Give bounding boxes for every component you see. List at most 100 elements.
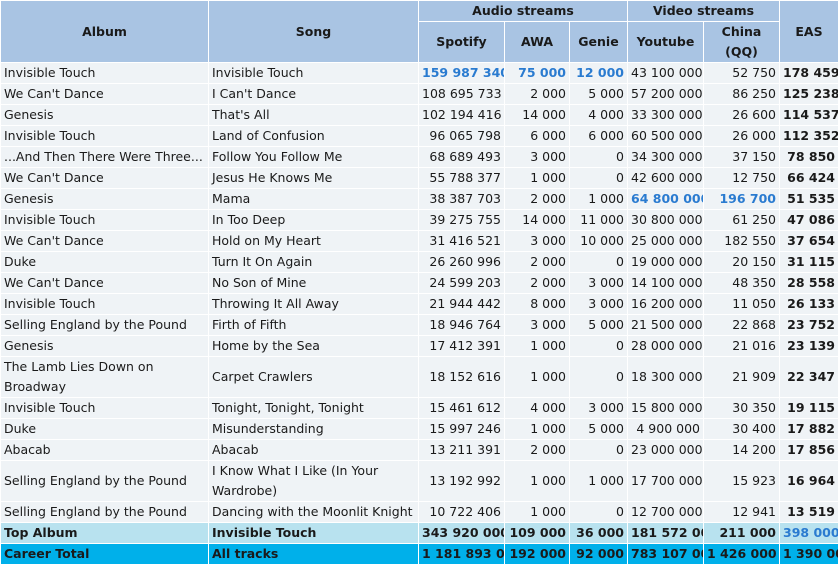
career-total-genie: 92 000 xyxy=(570,544,628,565)
genie-cell: 0 xyxy=(570,147,628,168)
awa-cell: 1 000 xyxy=(505,357,570,398)
spotify-header: Spotify xyxy=(419,22,505,63)
youtube-cell: 28 000 000 xyxy=(628,336,704,357)
spotify-cell: 15 997 246 xyxy=(419,419,505,440)
audio-streams-header: Audio streams xyxy=(419,1,628,22)
spotify-cell: 18 152 616 xyxy=(419,357,505,398)
album-cell: Genesis xyxy=(1,336,209,357)
song-cell: Turn It On Again xyxy=(209,252,419,273)
spotify-cell: 15 461 612 xyxy=(419,398,505,419)
china-cell: 14 200 xyxy=(704,440,780,461)
china-cell: 21 016 xyxy=(704,336,780,357)
spotify-cell: 55 788 377 xyxy=(419,168,505,189)
table-row: We Can't Dance I Can't Dance 108 695 733… xyxy=(1,84,838,105)
career-total-youtube: 783 107 000 xyxy=(628,544,704,565)
album-cell: We Can't Dance xyxy=(1,168,209,189)
awa-cell: 8 000 xyxy=(505,294,570,315)
youtube-cell: 19 000 000 xyxy=(628,252,704,273)
song-cell: Dancing with the Moonlit Knight xyxy=(209,502,419,523)
song-header: Song xyxy=(209,1,419,63)
table-row: Selling England by the Pound Firth of Fi… xyxy=(1,315,838,336)
song-cell: Jesus He Knows Me xyxy=(209,168,419,189)
career-total-spotify: 1 181 893 000 xyxy=(419,544,505,565)
table-row: Selling England by the Pound Dancing wit… xyxy=(1,502,838,523)
table-row: Selling England by the Pound I Know What… xyxy=(1,461,838,502)
eas-cell: 17 856 xyxy=(780,440,838,461)
youtube-cell: 60 500 000 xyxy=(628,126,704,147)
spotify-cell: 102 194 416 xyxy=(419,105,505,126)
spotify-cell: 96 065 798 xyxy=(419,126,505,147)
song-cell: I Know What I Like (In Your Wardrobe) xyxy=(209,461,419,502)
youtube-header: Youtube xyxy=(628,22,704,63)
eas-cell: 16 964 xyxy=(780,461,838,502)
song-cell: Misunderstanding xyxy=(209,419,419,440)
table-row: We Can't Dance Jesus He Knows Me 55 788 … xyxy=(1,168,838,189)
album-cell: Invisible Touch xyxy=(1,63,209,84)
song-cell: Follow You Follow Me xyxy=(209,147,419,168)
eas-cell: 28 558 xyxy=(780,273,838,294)
awa-cell: 14 000 xyxy=(505,105,570,126)
awa-cell: 3 000 xyxy=(505,231,570,252)
table-row: Abacab Abacab 13 211 391 2 000 0 23 000 … xyxy=(1,440,838,461)
song-cell: Abacab xyxy=(209,440,419,461)
top-album-eas: 398 000 xyxy=(780,523,838,544)
genie-cell: 0 xyxy=(570,357,628,398)
youtube-cell: 12 700 000 xyxy=(628,502,704,523)
career-total-awa: 192 000 xyxy=(505,544,570,565)
top-album-spotify: 343 920 000 xyxy=(419,523,505,544)
table-row: We Can't Dance Hold on My Heart 31 416 5… xyxy=(1,231,838,252)
china-cell: 11 050 xyxy=(704,294,780,315)
awa-cell: 6 000 xyxy=(505,126,570,147)
eas-cell: 125 238 xyxy=(780,84,838,105)
top-album-song: Invisible Touch xyxy=(209,523,419,544)
china-cell: 182 550 xyxy=(704,231,780,252)
genie-cell: 6 000 xyxy=(570,126,628,147)
youtube-cell: 21 500 000 xyxy=(628,315,704,336)
awa-cell: 1 000 xyxy=(505,336,570,357)
song-cell: Tonight, Tonight, Tonight xyxy=(209,398,419,419)
youtube-cell: 30 800 000 xyxy=(628,210,704,231)
spotify-cell: 38 387 703 xyxy=(419,189,505,210)
genie-header: Genie xyxy=(570,22,628,63)
top-album-youtube: 181 572 000 xyxy=(628,523,704,544)
album-cell: Selling England by the Pound xyxy=(1,502,209,523)
genie-cell: 12 000 xyxy=(570,63,628,84)
awa-cell: 2 000 xyxy=(505,440,570,461)
genie-cell: 3 000 xyxy=(570,294,628,315)
genie-cell: 0 xyxy=(570,440,628,461)
china-cell: 26 000 xyxy=(704,126,780,147)
youtube-cell: 25 000 000 xyxy=(628,231,704,252)
eas-cell: 13 519 xyxy=(780,502,838,523)
spotify-cell: 108 695 733 xyxy=(419,84,505,105)
genie-cell: 1 000 xyxy=(570,189,628,210)
china-cell: 26 600 xyxy=(704,105,780,126)
china-cell: 22 868 xyxy=(704,315,780,336)
video-streams-header: Video streams xyxy=(628,1,780,22)
china-cell: 12 750 xyxy=(704,168,780,189)
genie-cell: 1 000 xyxy=(570,461,628,502)
song-cell: Home by the Sea xyxy=(209,336,419,357)
china-cell: 30 350 xyxy=(704,398,780,419)
awa-cell: 75 000 xyxy=(505,63,570,84)
album-cell: Invisible Touch xyxy=(1,294,209,315)
song-cell: No Son of Mine xyxy=(209,273,419,294)
song-cell: Hold on My Heart xyxy=(209,231,419,252)
album-cell: Invisible Touch xyxy=(1,210,209,231)
spotify-cell: 159 987 340 xyxy=(419,63,505,84)
album-cell: Genesis xyxy=(1,189,209,210)
song-cell: That's All xyxy=(209,105,419,126)
table-row: Invisible Touch Invisible Touch 159 987 … xyxy=(1,63,838,84)
top-album-awa: 109 000 xyxy=(505,523,570,544)
genie-cell: 5 000 xyxy=(570,315,628,336)
album-cell: Selling England by the Pound xyxy=(1,315,209,336)
eas-cell: 26 133 xyxy=(780,294,838,315)
album-cell: We Can't Dance xyxy=(1,273,209,294)
awa-cell: 2 000 xyxy=(505,189,570,210)
youtube-cell: 23 000 000 xyxy=(628,440,704,461)
eas-cell: 19 115 xyxy=(780,398,838,419)
eas-cell: 37 654 xyxy=(780,231,838,252)
china-qq-header: China (QQ) xyxy=(704,22,780,63)
awa-cell: 1 000 xyxy=(505,461,570,502)
youtube-cell: 18 300 000 xyxy=(628,357,704,398)
